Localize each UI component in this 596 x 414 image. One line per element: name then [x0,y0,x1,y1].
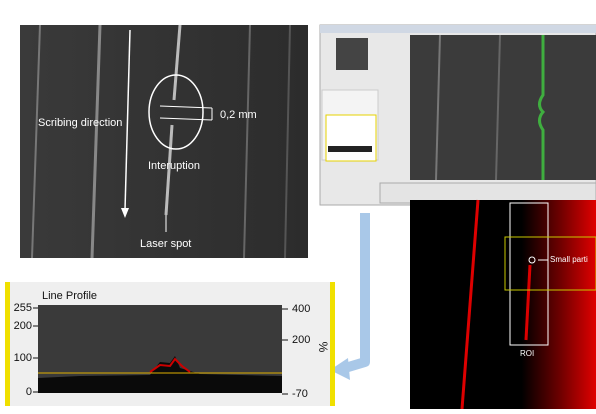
y2-tick-label: 400 [292,303,310,315]
line-profile: Line Profile % 255 200 100 0 400 200 -70 [5,282,335,406]
label: ROI [520,349,534,358]
axis-unit: % [316,342,330,353]
y-tick-label: 100 [14,352,32,364]
y2-tick-label: 200 [292,334,310,346]
y-tick-label: 255 [14,302,32,314]
y-tick-label: 0 [26,386,32,398]
label: Laser spot [140,238,191,250]
microscope-image: Scribing direction 0,2 mm Interuption La… [20,25,308,258]
label: Small parti [550,255,588,264]
y-tick-label: 200 [14,320,32,332]
label: 0,2 mm [220,109,257,121]
roi-image: Small parti ROI [380,183,596,409]
panel-title: Line Profile [42,290,97,302]
label: Scribing direction [38,117,122,129]
label: Interuption [148,160,200,172]
flow-arrow [345,213,365,368]
figure: Scribing direction 0,2 mm Interuption La… [0,0,596,409]
software-window [320,25,596,205]
y2-tick-label: -70 [292,388,308,400]
